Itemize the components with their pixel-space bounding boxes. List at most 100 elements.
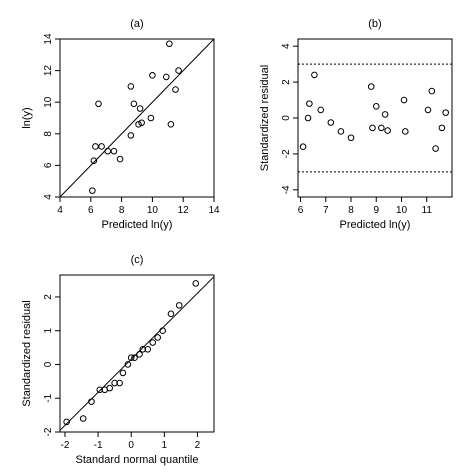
data-point <box>175 302 183 309</box>
x-tick-label: 10 <box>147 205 159 216</box>
y-tick-label: 1 <box>43 327 54 333</box>
data-point <box>90 157 98 164</box>
data-point <box>96 386 104 394</box>
y-tick-label: 4 <box>281 43 292 49</box>
data-point <box>95 100 102 108</box>
x-tick-label: 1 <box>162 440 168 451</box>
y-axis-label: Standardized residual <box>21 300 33 406</box>
x-axis-label: Predicted ln(y) <box>340 219 411 231</box>
data-point <box>138 119 145 127</box>
x-axis-label: Predicted ln(y) <box>102 219 173 231</box>
data-point <box>154 334 161 341</box>
y-tick-label: 10 <box>43 96 54 108</box>
x-tick-label: 8 <box>119 205 125 216</box>
data-point <box>400 96 408 104</box>
x-tick-label: 6 <box>88 205 94 216</box>
x-tick-label: 2 <box>195 440 201 451</box>
data-point <box>135 121 142 128</box>
data-point <box>327 119 335 126</box>
data-point <box>127 83 135 90</box>
data-point <box>337 128 345 135</box>
data-point <box>127 132 135 139</box>
data-point <box>424 106 432 114</box>
data-point <box>369 124 376 132</box>
data-point <box>88 398 95 405</box>
data-point <box>192 280 200 287</box>
data-point <box>304 114 312 122</box>
x-axis-label: Standard normal quantile <box>76 454 199 466</box>
panel-1: (a) 4 6 8 10 12 14 4 6 8 10 12 14 Predicted ln(y) ln(y… <box>21 18 220 231</box>
data-point <box>432 145 439 152</box>
data-point <box>136 105 144 112</box>
y-tick-label: -4 <box>281 185 292 194</box>
x-tick-label: 7 <box>323 205 329 216</box>
x-tick-label: 6 <box>298 205 304 216</box>
data-point <box>130 100 138 108</box>
data-point <box>79 415 87 422</box>
data-point <box>428 87 436 95</box>
data-point <box>119 369 127 377</box>
x-tick-label: 12 <box>178 205 190 216</box>
data-point <box>63 418 70 426</box>
x-tick-label: 10 <box>396 205 408 216</box>
data-point <box>110 147 118 155</box>
x-tick-label: 8 <box>348 205 354 216</box>
data-point <box>317 106 325 114</box>
data-point <box>442 109 449 116</box>
x-tick-label: -1 <box>94 440 103 451</box>
panel-title: (c) <box>131 254 144 266</box>
data-point <box>104 147 112 155</box>
plot-frame <box>297 38 453 198</box>
data-point <box>89 187 96 194</box>
y-tick-label: 2 <box>281 79 292 85</box>
data-point <box>159 327 166 335</box>
data-point <box>127 354 135 362</box>
x-tick-label: 9 <box>373 205 379 216</box>
x-tick-label: 14 <box>208 205 220 216</box>
y-axis-label: ln(y) <box>21 107 33 128</box>
y-tick-label: 12 <box>43 65 54 77</box>
data-point <box>98 143 105 150</box>
data-point <box>347 134 355 142</box>
reference-line <box>60 39 214 197</box>
x-tick-label: 0 <box>128 440 134 451</box>
data-point <box>384 127 391 134</box>
data-point <box>162 73 170 81</box>
panel-2: (b) 6 7 8 9 10 11 -4 -2 0 2 4 Predicted ln(y) Standar… <box>259 18 453 231</box>
data-point <box>131 354 138 362</box>
data-point <box>167 121 175 128</box>
y-axis-label: Standardized residual <box>259 65 271 171</box>
y-tick-label: 4 <box>43 194 54 200</box>
data-point <box>149 72 156 79</box>
plot-frame <box>59 274 215 433</box>
data-point <box>111 379 118 387</box>
y-tick-label: 0 <box>43 361 54 367</box>
x-tick-label: 4 <box>57 205 63 216</box>
data-point <box>172 86 179 93</box>
y-tick-label: 6 <box>43 162 54 168</box>
x-tick-label: -2 <box>61 440 70 451</box>
y-tick-label: 2 <box>43 294 54 300</box>
x-tick-label: 11 <box>422 205 433 216</box>
y-tick-label: 0 <box>281 115 292 121</box>
y-tick-label: 14 <box>43 33 54 45</box>
data-point <box>136 351 143 358</box>
data-point <box>144 345 152 353</box>
panel-3: (c) -2 -1 0 1 2 -2 -1 0 1 2 Standard normal quantil… <box>21 254 215 466</box>
data-point <box>306 100 313 107</box>
data-point <box>378 124 385 132</box>
y-tick-label: -2 <box>281 149 292 158</box>
data-point <box>124 361 132 368</box>
data-point <box>139 345 147 353</box>
data-point <box>167 310 175 318</box>
y-tick-label: -2 <box>43 427 54 436</box>
data-point <box>106 384 113 392</box>
data-point <box>116 155 124 163</box>
data-point <box>116 379 123 387</box>
y-tick-label: 8 <box>43 131 54 137</box>
data-point <box>401 128 409 135</box>
panel-title: (b) <box>368 18 381 30</box>
data-point <box>149 339 157 346</box>
data-point <box>147 114 155 122</box>
